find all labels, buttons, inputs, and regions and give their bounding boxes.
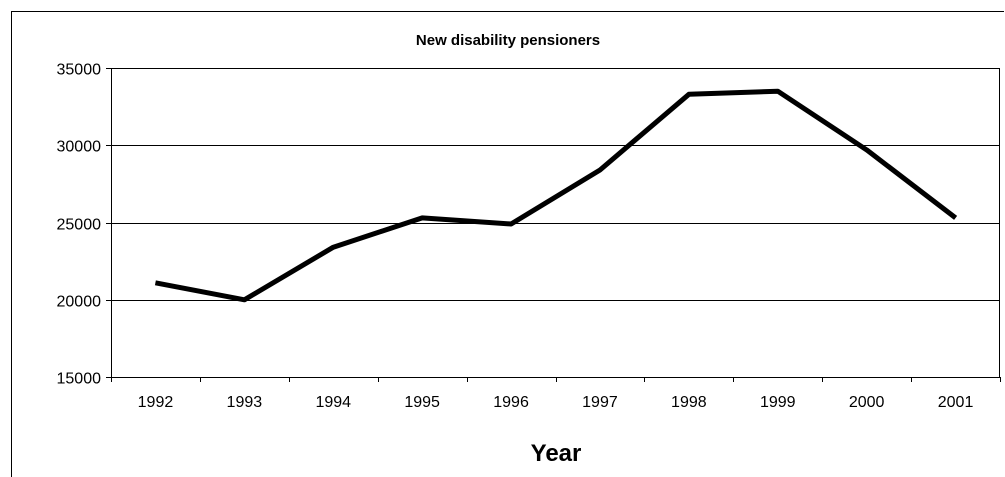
x-axis-label: Year [531,440,582,467]
x-tick-labels: 1992 1993 1994 1995 1996 1997 1998 1999 2000 2001 [138,394,974,411]
x-tick-label-1994: 1994 [315,394,351,411]
x-tick-label-1997: 1997 [582,394,618,411]
x-tick-label-1996: 1996 [493,394,529,411]
y-tick-label-20000: 20000 [57,294,102,311]
series-group [154,88,958,303]
y-tick-label-15000: 15000 [57,371,102,388]
x-tick-label-1992: 1992 [138,394,174,411]
x-tick-label-1999: 1999 [760,394,796,411]
y-tick-labels: 15000 20000 25000 30000 35000 [57,62,102,388]
x-tick-label-1993: 1993 [227,394,263,411]
y-tick-label-35000: 35000 [57,62,102,79]
y-tick-label-25000: 25000 [57,217,102,234]
x-tick-label-2001: 2001 [938,394,974,411]
x-tick-label-1995: 1995 [404,394,440,411]
y-tick-label-30000: 30000 [57,139,102,156]
gridlines [111,68,1000,301]
axes [106,68,1001,382]
x-tick-label-2000: 2000 [849,394,885,411]
chart-frame [11,11,1004,477]
x-tick-label-1998: 1998 [671,394,707,411]
series-line-0 [154,88,958,303]
chart-title: New disability pensioners [416,32,600,49]
